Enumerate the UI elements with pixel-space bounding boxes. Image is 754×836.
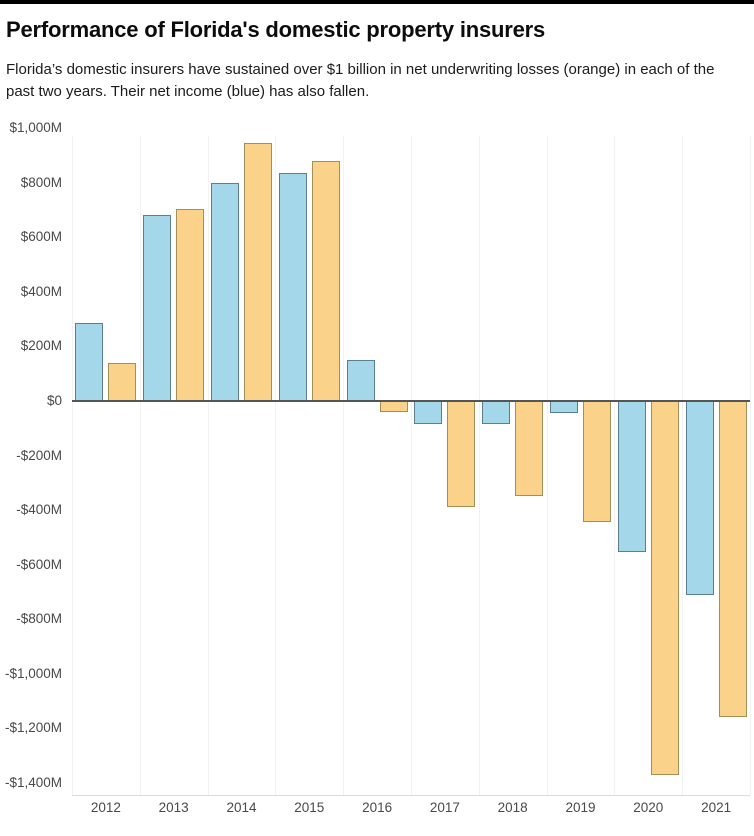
y-tick-label: -$800M <box>16 611 62 627</box>
bar-underwriting-2016 <box>379 400 408 412</box>
bar-underwriting-2017 <box>447 400 476 508</box>
bar-underwriting-2018 <box>515 400 544 497</box>
bar-underwriting-2013 <box>176 208 205 401</box>
bar-net-income-2013 <box>143 215 172 401</box>
page-title: Performance of Florida's domestic proper… <box>6 17 546 42</box>
x-tick-label-2013: 2013 <box>158 800 189 815</box>
y-tick-label: -$600M <box>16 556 62 572</box>
top-border-bar <box>0 0 754 4</box>
vertical-gridline <box>72 136 73 795</box>
x-tick-label-2012: 2012 <box>90 800 121 815</box>
y-tick-label: $0 <box>46 392 62 408</box>
x-tick-label-2017: 2017 <box>429 800 460 815</box>
vertical-gridline <box>682 136 684 795</box>
bar-net-income-2020 <box>617 400 646 553</box>
y-tick-label: -$200M <box>16 447 62 463</box>
y-tick-label: $400M <box>20 283 62 299</box>
bar-net-income-2016 <box>346 359 375 401</box>
bar-net-income-2021 <box>685 400 714 595</box>
vertical-gridline <box>207 136 209 795</box>
chart-header: Performance of Florida's domestic proper… <box>6 4 748 103</box>
bar-net-income-2019 <box>550 400 578 414</box>
chart: $1,000M $800M $600M $400M $200M $0 -$200M -$400… <box>0 118 754 836</box>
x-tick-label-2016: 2016 <box>362 800 393 815</box>
bar-underwriting-2019 <box>583 400 611 523</box>
vertical-gridline <box>343 136 345 795</box>
bar-net-income-2012 <box>75 323 104 401</box>
zero-baseline <box>72 399 750 402</box>
bar-underwriting-2021 <box>718 400 747 718</box>
x-axis-line <box>72 795 750 796</box>
y-tick-label: $600M <box>20 229 62 245</box>
y-tick-label: -$1,400M <box>4 775 62 790</box>
vertical-gridline <box>275 136 277 795</box>
y-tick-label: $1,000M <box>9 120 62 135</box>
vertical-gridline <box>478 136 480 795</box>
vertical-gridline <box>546 136 548 795</box>
y-tick-label: $800M <box>20 174 62 190</box>
bar-underwriting-2014 <box>244 143 272 401</box>
chart-subtitle: Florida’s domestic insurers have sustain… <box>6 61 715 100</box>
y-tick-label: $200M <box>20 338 62 354</box>
bar-underwriting-2020 <box>650 400 679 775</box>
x-tick-label-2019: 2019 <box>565 800 596 815</box>
vertical-gridline <box>750 136 751 795</box>
bar-underwriting-2012 <box>108 362 137 401</box>
vertical-gridline <box>411 136 412 795</box>
x-tick-label-2020: 2020 <box>633 800 664 815</box>
bar-net-income-2015 <box>278 173 307 401</box>
y-tick-label: -$1,000M <box>4 665 62 681</box>
bar-net-income-2018 <box>482 400 511 425</box>
y-tick-label: -$1,200M <box>4 720 62 736</box>
x-tick-label-2018: 2018 <box>497 800 528 815</box>
bar-underwriting-2015 <box>311 160 340 401</box>
bar-net-income-2014 <box>211 182 239 401</box>
y-tick-label: -$400M <box>16 502 62 518</box>
x-tick-label-2015: 2015 <box>294 800 325 815</box>
x-tick-label-2021: 2021 <box>701 800 732 815</box>
vertical-gridline <box>614 136 616 795</box>
x-tick-label-2014: 2014 <box>226 800 257 815</box>
bar-net-income-2017 <box>414 400 443 425</box>
vertical-gridline <box>139 136 141 795</box>
